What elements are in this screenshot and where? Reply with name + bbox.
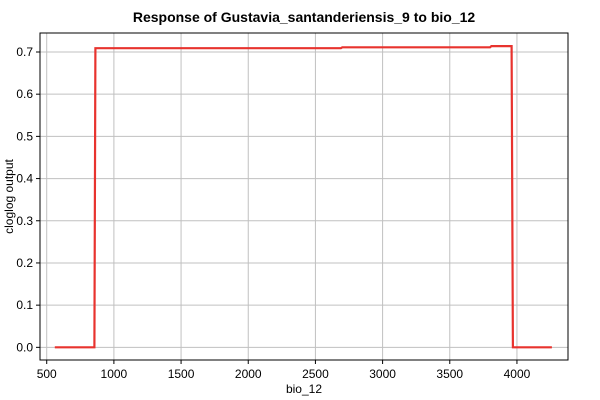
y-tick-label: 0.0 (16, 340, 33, 354)
x-tick-label: 3500 (436, 367, 463, 381)
plot-frame (39, 32, 569, 361)
x-tick-label: 4000 (504, 367, 531, 381)
x-tick-label: 1500 (168, 367, 195, 381)
y-tick-label: 0.6 (16, 87, 33, 101)
y-tick-label: 0.2 (16, 256, 33, 270)
x-tick-label: 500 (37, 367, 57, 381)
y-tick-label: 0.1 (16, 298, 33, 312)
x-tick-label: 2000 (235, 367, 262, 381)
x-axis-label: bio_12 (286, 382, 322, 396)
series-layer (54, 44, 552, 349)
axis-ticks (36, 51, 518, 364)
x-tick-label: 1000 (101, 367, 128, 381)
x-tick-label: 2500 (302, 367, 329, 381)
y-tick-label: 0.3 (16, 214, 33, 228)
y-axis-label: cloglog output (2, 158, 16, 233)
chart-title: Response of Gustavia_santanderiensis_9 t… (133, 9, 476, 25)
grid-lines (40, 33, 568, 360)
y-tick-label: 0.7 (16, 45, 33, 59)
response-curve (54, 44, 552, 349)
x-tick-label: 3000 (369, 367, 396, 381)
y-tick-label: 0.4 (16, 172, 33, 186)
y-tick-label: 0.5 (16, 129, 33, 143)
